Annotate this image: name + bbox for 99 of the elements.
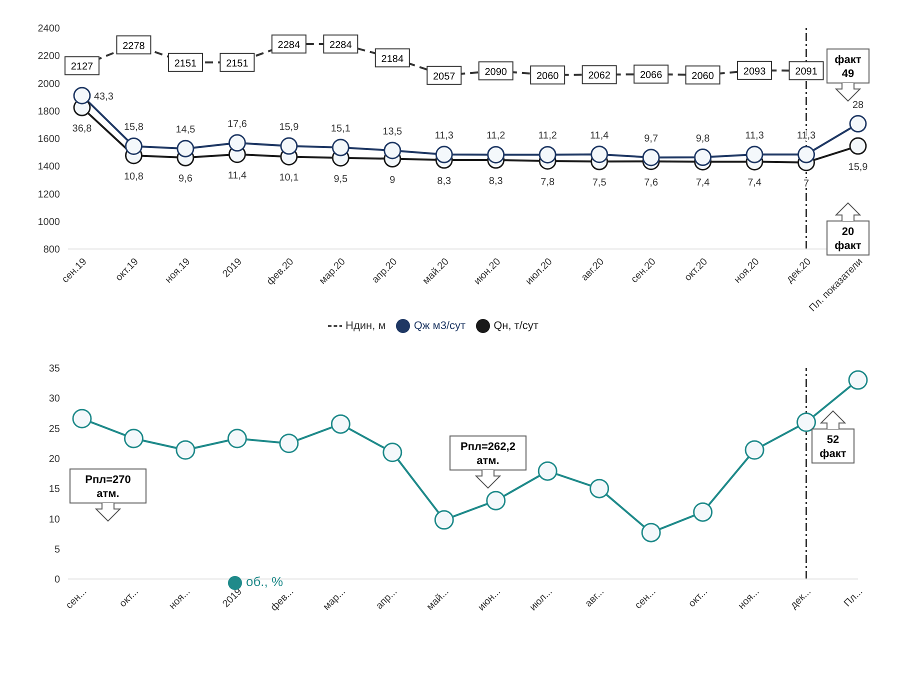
data-label: 11,4	[228, 170, 247, 182]
legend-label: Qж м3/сут	[414, 320, 466, 332]
point	[176, 440, 196, 460]
y-tick-label: 25	[48, 424, 60, 435]
data-label: 9,5	[334, 174, 348, 185]
data-label: 9,7	[644, 133, 658, 144]
legend-label: Hдин, м	[346, 320, 386, 332]
point	[73, 86, 91, 104]
y-tick-label: 2200	[38, 51, 60, 62]
data-label: 11,2	[538, 130, 558, 142]
x-tick-label: ноя...	[736, 586, 762, 612]
point	[641, 522, 661, 542]
data-label: 13,5	[382, 126, 403, 138]
y-tick-label: 1400	[38, 162, 60, 173]
data-label: 8,3	[437, 176, 452, 188]
point	[744, 440, 764, 460]
x-tick-label: окт...	[686, 586, 710, 610]
x-tick-label: сен...	[64, 586, 90, 612]
x-tick-label: окт...	[118, 586, 141, 610]
point	[330, 414, 350, 434]
point	[849, 115, 867, 133]
y-tick-label: 20	[48, 454, 60, 465]
y-tick-label: 800	[43, 244, 60, 256]
annotation: факт 49	[834, 54, 862, 80]
point	[538, 461, 558, 481]
data-label: 10,8	[124, 171, 144, 182]
data-label: 15,9	[848, 162, 868, 174]
point	[798, 146, 816, 164]
y-tick-label: 1600	[38, 134, 60, 146]
point	[796, 412, 816, 432]
y-tick-label: 30	[48, 394, 60, 405]
data-label: 9	[390, 174, 396, 186]
point	[435, 146, 453, 164]
annotation: Рпл=270 атм.	[84, 474, 130, 500]
point	[176, 140, 194, 158]
point	[590, 478, 610, 498]
y-tick-label: 5	[54, 544, 60, 556]
data-label: 43,3	[94, 92, 114, 103]
data-label: 9,6	[178, 174, 193, 185]
data-label: 7,8	[540, 176, 555, 188]
point	[228, 134, 246, 152]
point	[849, 137, 867, 155]
data-label: 7,4	[696, 178, 710, 189]
y-tick-label: 15	[48, 484, 60, 496]
data-label: 7,4	[748, 178, 762, 189]
y-tick-label: 1800	[38, 106, 60, 118]
point	[693, 502, 713, 522]
data-label: 10,1	[279, 172, 300, 184]
data-label: 11,3	[745, 130, 764, 142]
annotation: 52 факт	[820, 434, 848, 460]
legend-label: Qн, т/сут	[494, 320, 538, 332]
point	[642, 148, 660, 166]
point	[279, 434, 299, 454]
y-tick-label: 2400	[38, 24, 60, 35]
y-tick-label: 1200	[38, 189, 60, 200]
annotation: Рпл=262,2 атм.	[460, 440, 516, 467]
point	[848, 370, 868, 390]
point	[72, 408, 92, 428]
data-label: 15,8	[124, 122, 144, 134]
y-tick-label: 10	[48, 514, 60, 526]
data-label: 28	[852, 100, 864, 111]
data-label: 11,4	[590, 130, 610, 142]
data-label: 36,8	[72, 124, 92, 135]
point	[124, 428, 144, 448]
data-label: 7,6	[644, 177, 658, 188]
annotation: 20 факт	[834, 226, 862, 252]
data-label: 8,3	[488, 176, 504, 188]
data-label: 9,8	[696, 133, 710, 144]
x-tick-label: апр...	[374, 586, 400, 612]
point	[487, 146, 505, 164]
point	[694, 148, 712, 166]
data-label: 11,2	[486, 130, 506, 142]
point	[384, 142, 402, 160]
data-label: 15,1	[330, 124, 351, 135]
point	[538, 146, 556, 164]
y-tick-label: 1000	[38, 216, 60, 228]
point	[382, 442, 402, 462]
point	[124, 137, 142, 155]
data-label: 14,5	[176, 124, 196, 136]
point	[486, 490, 506, 510]
data-label: 11,3	[434, 130, 454, 142]
point	[280, 137, 298, 155]
data-label: 7,5	[592, 178, 607, 189]
y-tick-label: 35	[48, 364, 60, 375]
point	[332, 138, 350, 156]
legend-label: об., %	[246, 574, 284, 589]
x-tick-label: ноя...	[167, 586, 193, 612]
point	[590, 146, 608, 164]
x-tick-label: Пл...	[842, 586, 866, 610]
data-label: 15,9	[279, 122, 300, 134]
y-tick-label: 2000	[38, 78, 60, 90]
x-tick-label: сен...	[633, 586, 658, 612]
y-tick-label: 0	[54, 574, 60, 586]
data-label: 17,6	[227, 118, 248, 130]
point	[746, 146, 764, 164]
point	[434, 510, 454, 530]
point	[227, 428, 247, 448]
data-label: 11,3	[796, 130, 816, 142]
x-tick-label: авг...	[583, 586, 606, 610]
